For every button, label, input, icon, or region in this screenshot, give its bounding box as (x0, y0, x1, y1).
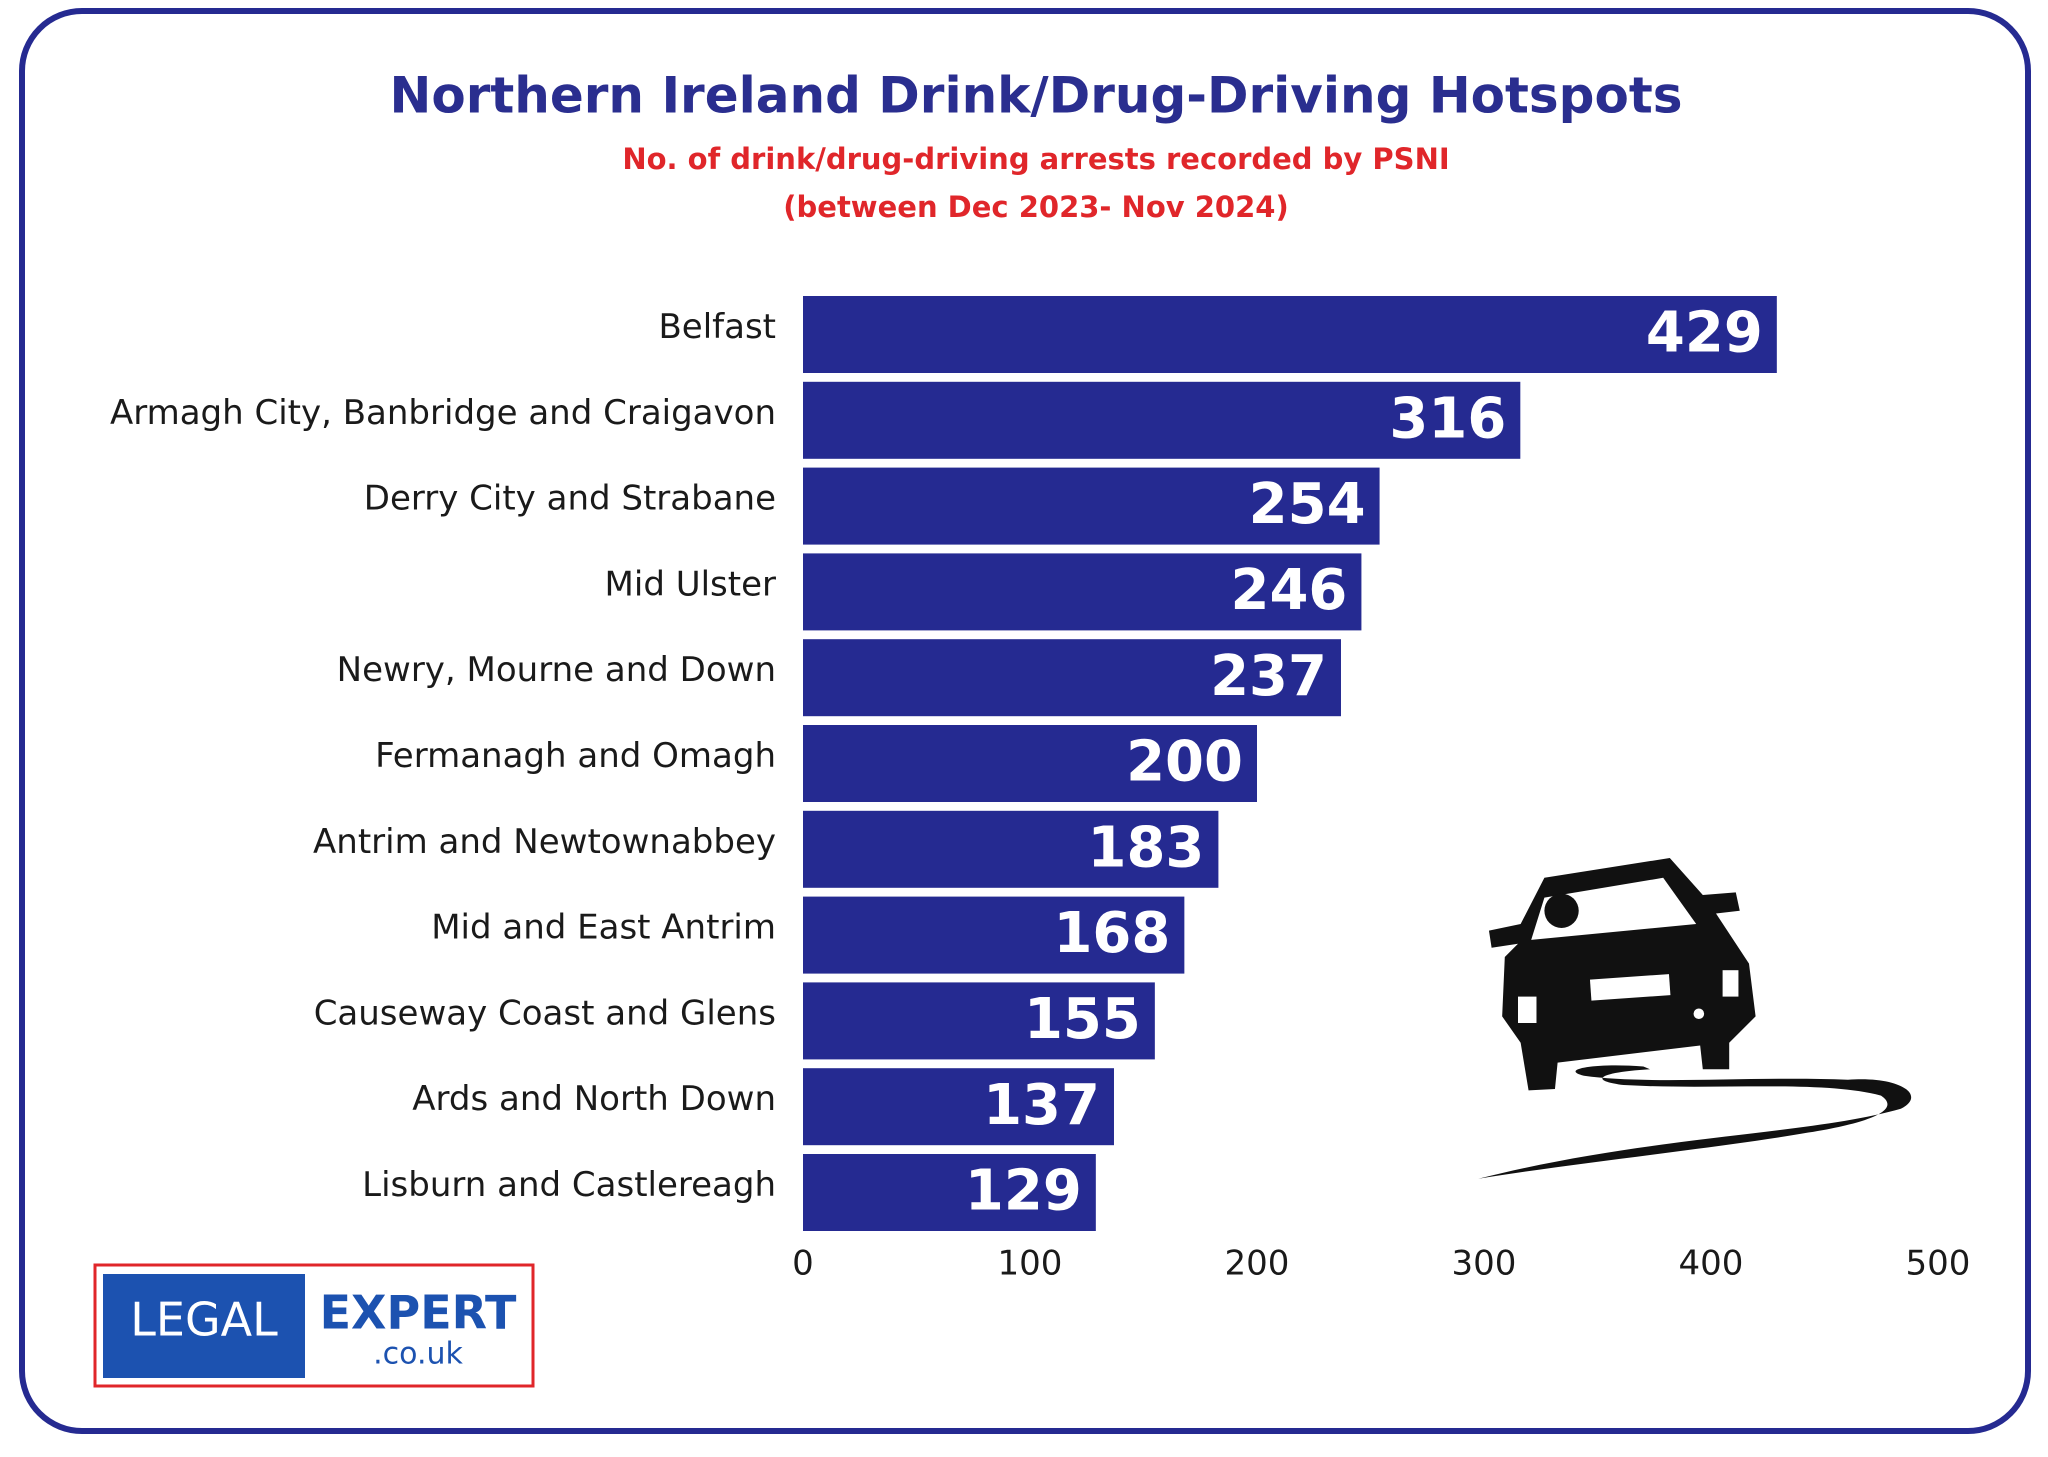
value-label: 237 (1210, 644, 1327, 709)
y-tick-label: Mid and East Antrim (431, 908, 776, 948)
value-label: 129 (965, 1159, 1082, 1224)
value-label: 254 (1249, 472, 1366, 537)
bar (803, 1154, 1096, 1231)
chart-subtitle: No. of drink/drug-driving arrests record… (622, 142, 1449, 176)
logo-text: .co.uk (373, 1337, 463, 1372)
car-icon (1478, 858, 1912, 1179)
bar (803, 639, 1341, 717)
x-tick-label: 500 (1906, 1244, 1971, 1284)
x-tick-label: 200 (1225, 1244, 1290, 1284)
value-label: 200 (1126, 730, 1243, 795)
bar (803, 467, 1380, 545)
x-tick-label: 0 (792, 1244, 814, 1284)
value-label: 183 (1088, 815, 1205, 880)
logo: LEGAL EXPERT .co.uk (93, 1263, 535, 1388)
bar (803, 296, 1777, 373)
y-tick-label: Causeway Coast and Glens (314, 993, 776, 1033)
value-label: 429 (1646, 301, 1763, 366)
value-label: 316 (1389, 386, 1506, 451)
value-label: 155 (1024, 987, 1141, 1052)
y-tick-label: Antrim and Newtownabbey (313, 822, 776, 862)
value-label: 246 (1231, 558, 1348, 623)
bar (803, 982, 1155, 1060)
logo-text: LEGAL (130, 1293, 278, 1347)
x-tick-label: 100 (998, 1244, 1063, 1284)
bar (803, 810, 1219, 888)
y-tick-label: Derry City and Strabane (364, 479, 776, 519)
value-label: 168 (1053, 901, 1170, 966)
chart-subtitle: (between Dec 2023- Nov 2024) (783, 190, 1288, 224)
y-tick-label: Mid Ulster (605, 564, 776, 604)
y-tick-label: Lisburn and Castlereagh (362, 1165, 776, 1205)
logo-box (103, 1274, 305, 1378)
x-tick-label: 300 (1452, 1244, 1517, 1284)
x-tick-label: 400 (1679, 1244, 1744, 1284)
y-tick-label: Newry, Mourne and Down (337, 650, 776, 690)
y-tick-label: Belfast (658, 307, 776, 347)
chart-title: Northern Ireland Drink/Drug-Driving Hots… (390, 67, 1683, 125)
bar (803, 896, 1185, 974)
bar (803, 725, 1257, 802)
bar (803, 1068, 1114, 1146)
value-label: 137 (983, 1073, 1100, 1138)
y-tick-label: Fermanagh and Omagh (375, 736, 776, 776)
bar (803, 553, 1362, 631)
bar (803, 381, 1521, 459)
logo-text: EXPERT (320, 1286, 517, 1340)
y-tick-label: Armagh City, Banbridge and Craigavon (110, 393, 776, 433)
y-tick-label: Ards and North Down (412, 1079, 776, 1119)
